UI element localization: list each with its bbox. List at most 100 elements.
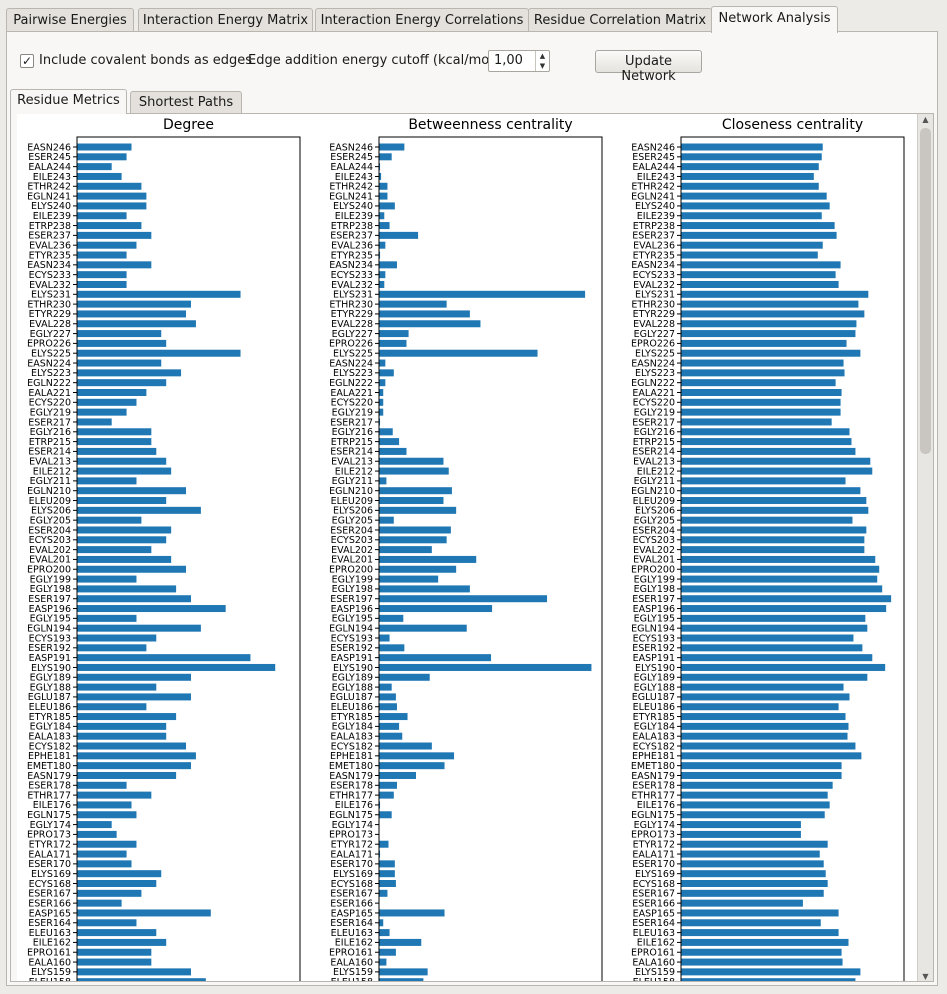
y-tick-label: EGLY188 (634, 682, 675, 693)
y-tick-label: ESER197 (28, 594, 71, 605)
bar-easp196 (379, 605, 493, 613)
tab-network-analysis[interactable]: Network Analysis (711, 6, 838, 33)
bar-eval201 (77, 555, 172, 563)
bar-easn224 (77, 359, 162, 367)
bar-elys225 (681, 349, 861, 357)
bar-ecys182 (379, 742, 432, 750)
bar-ecys233 (681, 271, 836, 279)
y-tick-label: ETHR230 (329, 299, 373, 310)
bar-eleu163 (681, 929, 839, 937)
y-tick-label: ECYS168 (29, 879, 71, 890)
bar-eser197 (681, 595, 892, 603)
bar-eala183 (379, 732, 403, 740)
y-tick-label: EASN234 (631, 260, 675, 271)
y-tick-label: ESER204 (28, 525, 71, 536)
subtab-shortest-paths[interactable]: Shortest Paths (130, 91, 242, 113)
y-tick-label: ETHR242 (631, 182, 675, 193)
y-tick-label: EALA221 (632, 388, 675, 399)
y-tick-label: EGLN222 (329, 378, 373, 389)
y-tick-label: EVAL228 (29, 319, 71, 330)
bar-etyr229 (379, 310, 470, 318)
y-tick-label: ESER166 (28, 898, 71, 909)
bar-easn234 (681, 261, 841, 269)
y-tick-label: ESER217 (632, 417, 675, 428)
y-tick-label: ESER214 (632, 447, 675, 458)
bar-eser178 (77, 781, 127, 789)
scroll-down-icon[interactable]: ▼ (922, 972, 929, 981)
y-tick-label: ECYS220 (29, 398, 71, 409)
bar-eval201 (681, 555, 876, 563)
y-tick-label: ESER217 (330, 417, 373, 428)
y-tick-label: EGLY198 (634, 584, 675, 595)
cutoff-spinbox[interactable]: 1,00 ▲ ▼ (488, 50, 550, 72)
tab-residue-correlation-matrix[interactable]: Residue Correlation Matrix (528, 8, 712, 32)
bar-eser197 (379, 595, 548, 603)
bar-egly227 (77, 330, 162, 338)
y-tick-label: ESER237 (28, 231, 71, 242)
bar-elys206 (681, 506, 869, 514)
bar-elys169 (379, 870, 395, 878)
bar-egly219 (681, 408, 841, 416)
y-tick-label: ECYS233 (633, 270, 675, 281)
bar-easn246 (681, 143, 823, 151)
bar-eser166 (77, 899, 122, 907)
bar-easp165 (379, 909, 445, 917)
y-tick-label: EGLY227 (634, 329, 675, 340)
chart-panel-3: Closeness centrality EASN246ESER245EALA24… (631, 117, 905, 981)
y-tick-label: ESER245 (28, 152, 71, 163)
vertical-scrollbar[interactable]: ▲ ▼ (917, 114, 933, 981)
spin-arrows-icon[interactable]: ▲ ▼ (535, 51, 549, 71)
covalent-bonds-checkbox[interactable]: ✓ (20, 54, 34, 68)
bar-eval202 (379, 546, 432, 554)
bar-eser192 (77, 644, 147, 652)
y-tick-label: EGLY184 (332, 722, 373, 733)
bar-eala160 (379, 958, 387, 966)
scroll-up-icon[interactable]: ▲ (922, 115, 929, 124)
bar-eser167 (681, 889, 824, 897)
tab-pairwise-energies[interactable]: Pairwise Energies (6, 8, 134, 32)
tab-interaction-energy-correlations[interactable]: Interaction Energy Correlations (315, 8, 529, 32)
bar-eval228 (379, 320, 481, 328)
chart-title: Closeness centrality (722, 117, 863, 133)
bar-etrp215 (77, 438, 152, 446)
scrollbar-thumb[interactable] (920, 128, 931, 454)
residue-metrics-panel: Degree EASN246 ESER245 EALA244 EILE243 ETHR24… (10, 113, 934, 982)
bar-egln222 (379, 379, 386, 387)
bar-elys240 (379, 202, 395, 210)
y-tick-label: EGLY211 (634, 476, 675, 487)
y-tick-label: ETYR172 (29, 840, 71, 851)
y-tick-label: EASN234 (329, 260, 373, 271)
y-tick-label: EGLY205 (332, 515, 373, 526)
bar-eval236 (77, 241, 137, 249)
y-tick-label: EGLY211 (332, 476, 373, 487)
y-tick-label: EVAL228 (633, 319, 675, 330)
y-tick-label: EGLY211 (30, 476, 71, 487)
y-tick-label: EPRO161 (27, 948, 71, 959)
update-network-button[interactable]: Update Network (595, 50, 702, 84)
y-tick-label: EALA244 (28, 162, 71, 173)
bar-elys240 (77, 202, 147, 210)
y-tick-label: EASN179 (631, 771, 675, 782)
axes-frame (76, 136, 301, 981)
bar-eval236 (379, 241, 386, 249)
subtab-residue-metrics[interactable]: Residue Metrics (10, 89, 127, 114)
bar-etyr235 (379, 251, 381, 259)
y-tick-label: EASP165 (633, 908, 675, 919)
y-tick-label: EGLY199 (332, 574, 373, 585)
y-tick-label: EGLN241 (27, 191, 71, 202)
y-tick-label: EASN234 (27, 260, 71, 271)
y-tick-label: ETHR242 (329, 182, 373, 193)
y-tick-label: EGLN194 (631, 623, 675, 634)
bar-elys169 (77, 870, 162, 878)
bar-etyr185 (77, 713, 177, 721)
tab-interaction-energy-matrix[interactable]: Interaction Energy Matrix (138, 8, 313, 32)
y-tick-label: ETYR229 (331, 309, 373, 320)
y-tick-label: EGLY174 (30, 820, 71, 831)
y-tick-label: ELEU163 (29, 928, 71, 939)
y-tick-label: EASN179 (329, 771, 373, 782)
bar-eala183 (681, 732, 848, 740)
y-tick-label: EALA171 (632, 849, 675, 860)
bar-easp196 (681, 605, 887, 613)
y-tick-label: EGLY195 (332, 614, 373, 625)
bar-eser167 (379, 889, 388, 897)
